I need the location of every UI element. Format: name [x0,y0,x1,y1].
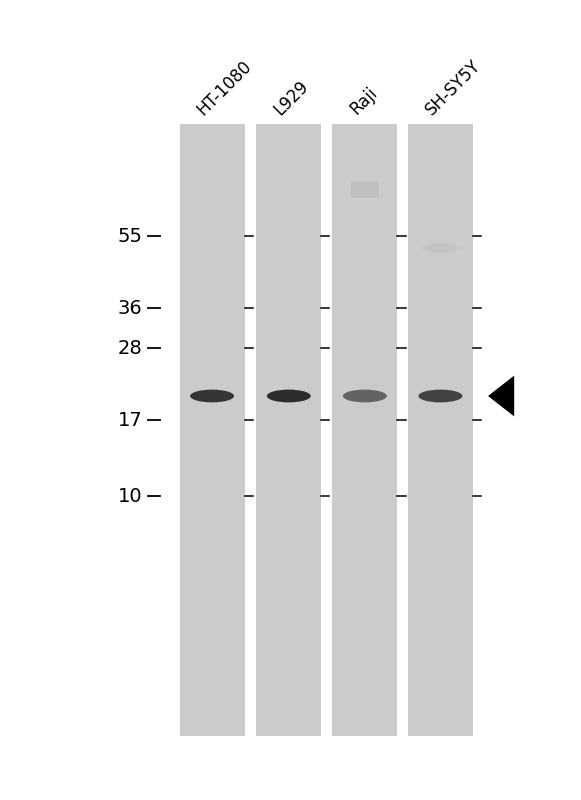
Ellipse shape [418,390,462,402]
Ellipse shape [343,390,387,402]
Ellipse shape [190,390,234,402]
Text: HT-1080: HT-1080 [193,57,255,118]
Bar [332,124,397,736]
Text: 36: 36 [117,298,142,318]
Text: 10: 10 [118,486,142,506]
FancyBboxPatch shape [351,182,379,198]
Polygon shape [488,376,514,416]
Text: SH-SY5Y: SH-SY5Y [422,56,484,118]
Bar [408,124,473,736]
Text: 17: 17 [117,410,142,430]
Bar [256,124,321,736]
Text: 28: 28 [117,338,142,358]
Ellipse shape [422,243,459,253]
Ellipse shape [267,390,311,402]
Text: 55: 55 [117,226,142,246]
Text: L929: L929 [270,77,312,118]
Bar [180,124,245,736]
Text: Raji: Raji [346,84,381,118]
